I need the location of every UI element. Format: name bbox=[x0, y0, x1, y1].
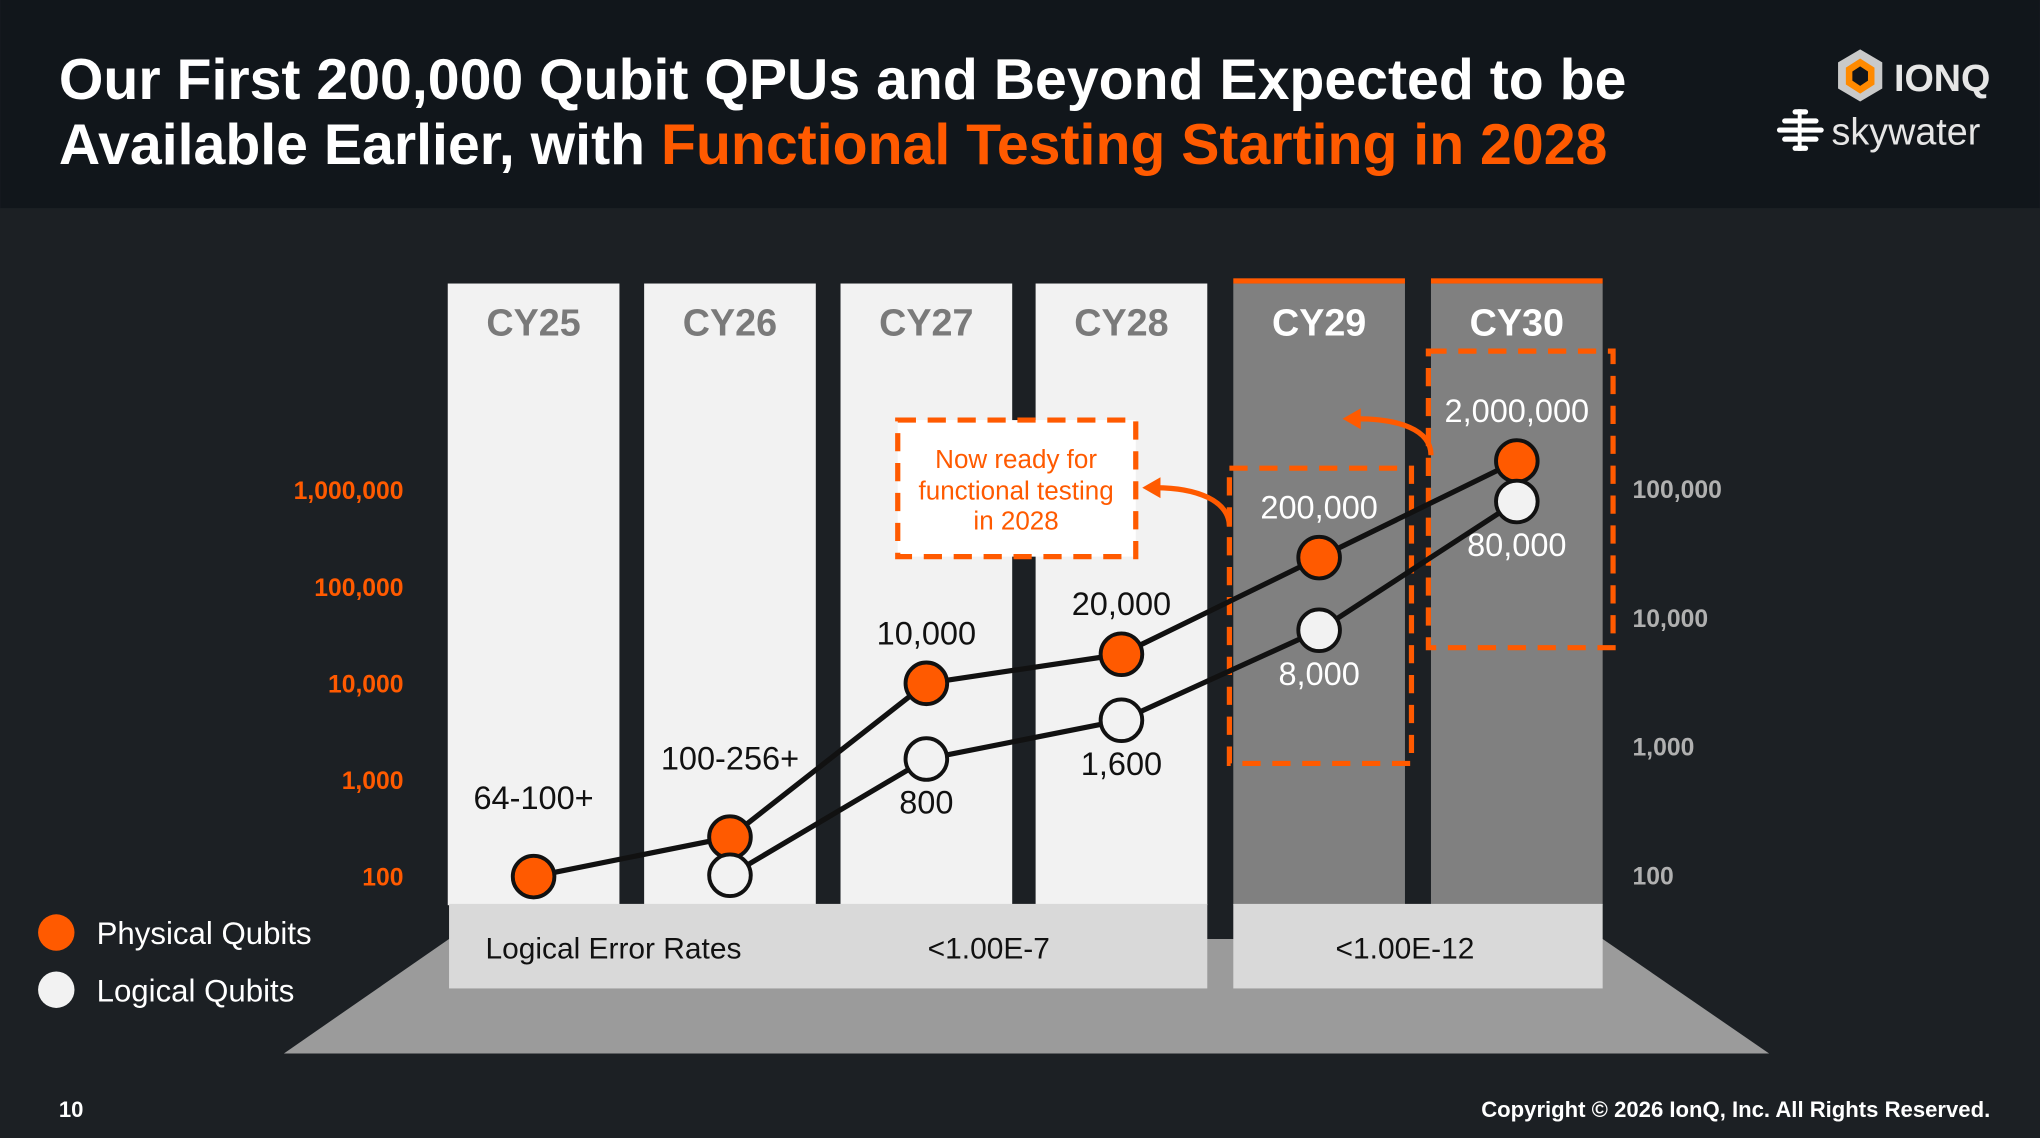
series: 64-100+ 100-256+ 10,000 20,000 200,000 2,000,… bbox=[473, 393, 1590, 900]
column-cy26 bbox=[644, 283, 816, 906]
cy30-highlight-box bbox=[1425, 348, 1616, 651]
arrowhead-icon bbox=[1342, 408, 1361, 430]
logical-point-cy26 bbox=[707, 852, 753, 899]
title-plain: Available Earlier, with bbox=[59, 113, 661, 177]
data-label: 800 bbox=[899, 785, 953, 821]
column-label-cy27: CY27 bbox=[879, 302, 973, 344]
left-axis-tick: 1,000,000 bbox=[294, 478, 404, 505]
physical-point-cy27 bbox=[903, 660, 950, 707]
column-label-cy29: CY29 bbox=[1272, 302, 1366, 344]
title-line-1: Our First 200,000 Qubit QPUs and Beyond … bbox=[59, 48, 1627, 112]
column-top-accent bbox=[1430, 278, 1603, 284]
physical-point-cy25 bbox=[510, 853, 557, 900]
skywater-logo: skywater bbox=[1776, 109, 1981, 152]
error-rate-strip-1 bbox=[449, 903, 1208, 989]
arrow-cy29-to-note bbox=[1155, 485, 1232, 527]
column-cy27 bbox=[840, 283, 1013, 906]
error-rate-strip-2 bbox=[1233, 903, 1603, 989]
logical-point-cy28 bbox=[1098, 697, 1145, 744]
right-axis-tick: 1,000 bbox=[1633, 735, 1695, 762]
right-axis-tick: 100 bbox=[1633, 863, 1674, 890]
data-label: 1,600 bbox=[1081, 746, 1162, 782]
data-label: 20,000 bbox=[1072, 586, 1171, 622]
header-bar bbox=[0, 0, 2040, 209]
left-axis-tick: 10,000 bbox=[328, 671, 404, 698]
cy29-highlight-box bbox=[1226, 465, 1415, 767]
column-label-cy25: CY25 bbox=[486, 302, 580, 344]
legend-logical-label: Logical Qubits bbox=[97, 973, 295, 1008]
error-rate-cy29-30: <1.00E-12 bbox=[1336, 933, 1475, 966]
legend-physical-label: Physical Qubits bbox=[97, 916, 312, 951]
skywater-wordmark: skywater bbox=[1832, 110, 1981, 152]
left-axis-tick: 100,000 bbox=[314, 575, 403, 602]
legend-logical-marker bbox=[38, 971, 75, 1008]
year-columns: CY25 CY26 CY27 CY28 CY29 CY30 bbox=[447, 278, 1603, 906]
data-label: 200,000 bbox=[1260, 490, 1377, 526]
legend-physical-marker bbox=[38, 914, 75, 951]
data-label: 100-256+ bbox=[661, 741, 799, 777]
logical-point-cy29 bbox=[1296, 607, 1342, 654]
arrow-cy30-to-cy29 bbox=[1355, 416, 1434, 456]
title-line-2: Available Earlier, with Functional Testi… bbox=[59, 113, 1607, 177]
arrowhead-icon bbox=[1142, 477, 1161, 499]
ionq-wordmark: IONQ bbox=[1894, 57, 1990, 99]
series-line-0 bbox=[533, 458, 1518, 880]
copyright: Copyright © 2026 IonQ, Inc. All Rights R… bbox=[1481, 1097, 1990, 1122]
column-label-cy26: CY26 bbox=[683, 302, 777, 344]
annotation-text: Now ready for functional testing in 2028 bbox=[919, 444, 1114, 535]
page-number: 10 bbox=[59, 1097, 84, 1122]
physical-point-cy30 bbox=[1494, 438, 1540, 484]
right-axis-tick: 10,000 bbox=[1633, 606, 1709, 633]
annotation-box bbox=[895, 417, 1139, 560]
right-axis-tick: 100,000 bbox=[1633, 477, 1722, 504]
column-top-accent bbox=[1233, 278, 1405, 284]
left-axis-tick: 1,000 bbox=[342, 768, 404, 795]
column-cy28 bbox=[1035, 283, 1208, 906]
error-rate-cy25-28: <1.00E-7 bbox=[928, 933, 1050, 966]
data-label: 10,000 bbox=[877, 615, 976, 651]
column-label-cy28: CY28 bbox=[1074, 302, 1168, 344]
column-cy25 bbox=[447, 283, 620, 906]
axes: 100 1,000 10,000 100,000 1,000,000 100 1,000 10… bbox=[294, 477, 1722, 892]
title-highlight: Functional Testing Starting in 2028 bbox=[661, 113, 1607, 177]
column-cy29 bbox=[1233, 283, 1405, 906]
logical-point-cy30 bbox=[1494, 478, 1540, 525]
left-axis-tick: 100 bbox=[362, 865, 403, 892]
column-cy30 bbox=[1430, 283, 1603, 906]
column-label-cy30: CY30 bbox=[1470, 302, 1564, 344]
physical-point-cy29 bbox=[1296, 534, 1342, 581]
data-label: 80,000 bbox=[1467, 527, 1566, 563]
data-label: 64-100+ bbox=[473, 780, 593, 816]
error-rates-label: Logical Error Rates bbox=[485, 933, 741, 966]
data-label: 8,000 bbox=[1278, 656, 1359, 692]
logical-point-cy27 bbox=[903, 736, 950, 782]
data-label: 2,000,000 bbox=[1445, 393, 1590, 429]
physical-point-cy28 bbox=[1098, 631, 1145, 677]
ionq-logo: IONQ bbox=[1838, 49, 1990, 102]
physical-point-cy26 bbox=[707, 814, 753, 860]
